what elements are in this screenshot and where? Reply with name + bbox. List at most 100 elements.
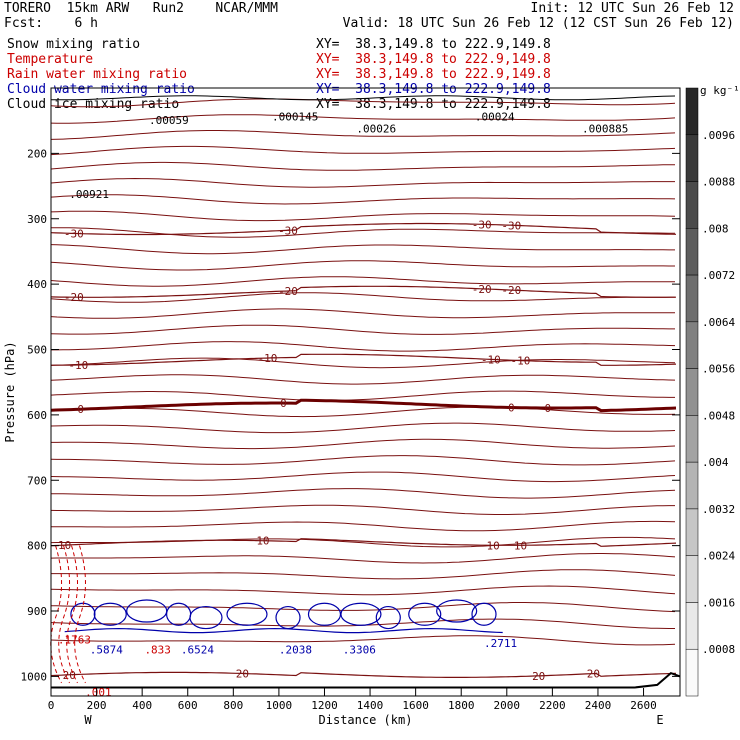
- temperature-contour-label: 10: [514, 539, 527, 552]
- field-xy-cloud-water: XY= 38.3,149.8 to 222.9,149.8: [316, 82, 551, 97]
- colorbar-segment: [685, 555, 699, 603]
- extremum-label: .001: [85, 686, 112, 699]
- isotherm-line: [50, 585, 676, 596]
- y-tick-label: 200: [27, 147, 47, 160]
- isotherm-line: [50, 504, 675, 515]
- isotherm-line: [50, 210, 676, 222]
- forecast-hour: Fcst: 6 h: [4, 16, 98, 31]
- isotherm-line: [50, 602, 676, 613]
- temperature-contour-label: -20: [278, 285, 298, 298]
- isotherm-line: [50, 177, 675, 188]
- cloud-ice-contour: [50, 95, 676, 101]
- extremum-label: .3306: [343, 644, 376, 657]
- west-endpoint-label: W: [84, 713, 92, 727]
- temperature-contour-label: -20: [501, 284, 521, 297]
- init-time: Init: 12 UTC Sun 26 Feb 12: [530, 1, 735, 16]
- temperature-contour: [50, 353, 677, 366]
- temperature-contour-label: -20: [64, 291, 84, 304]
- isotherm-line: [50, 455, 676, 466]
- colorbar-label: .0072: [702, 269, 735, 282]
- colorbar-label: .0008: [702, 643, 735, 656]
- temperature-contour-label: 20: [236, 667, 249, 680]
- isotherm-line: [50, 114, 676, 124]
- y-tick-label: 700: [27, 474, 47, 487]
- isotherm-line: [50, 260, 675, 271]
- colorbar-segment: [685, 274, 699, 323]
- temperature-contour-label: -10: [258, 352, 278, 365]
- temperature-contour: [50, 538, 677, 547]
- field-xy-snow: XY= 38.3,149.8 to 222.9,149.8: [316, 37, 551, 52]
- extremum-label: .2711: [484, 637, 517, 650]
- cloud-water-contour: [93, 602, 127, 626]
- temperature-contour: [50, 671, 677, 678]
- plot-frame: [50, 87, 681, 697]
- isotherm-line: [50, 324, 675, 335]
- isotherm-line: [51, 438, 676, 450]
- temperature-contour-label: 10: [256, 535, 269, 548]
- isotherm-line: [50, 161, 675, 171]
- colorbar-segment: [685, 321, 699, 369]
- cloud-water-contour: [436, 599, 478, 623]
- temperature-contour-label: 20: [587, 668, 600, 681]
- rain-water-contour: [66, 545, 78, 684]
- y-axis-label: Pressure (hPa): [3, 341, 17, 442]
- colorbar-label: .008: [702, 222, 729, 235]
- colorbar-label: .0064: [702, 316, 735, 329]
- extremum-label: .00059: [149, 114, 189, 127]
- extremum-label: .833: [144, 644, 171, 657]
- isotherm-line: [51, 341, 676, 352]
- rain-water-contour: [74, 545, 86, 684]
- rain-water-contour: [58, 545, 70, 684]
- x-tick-label: 2000: [494, 699, 521, 712]
- field-xy-rain: XY= 38.3,149.8 to 222.9,149.8: [316, 67, 551, 82]
- isotherm-line: [50, 130, 676, 140]
- y-tick-label: 500: [27, 344, 47, 357]
- x-tick-label: 400: [132, 699, 152, 712]
- isotherm-line: [50, 292, 675, 303]
- colorbar-label: .0024: [702, 550, 735, 563]
- x-tick-label: 200: [87, 699, 107, 712]
- colorbar-label: .0032: [702, 503, 735, 516]
- colorbar-segment: [685, 228, 699, 276]
- cloud-water-base-contour: [64, 627, 503, 634]
- temperature-contour: [50, 398, 677, 413]
- isotherm-line: [50, 374, 676, 385]
- cloud-water-contour: [126, 599, 168, 623]
- isotherm-line: [51, 569, 676, 580]
- temperature-contour-label: -30: [501, 219, 521, 232]
- temperature-contour-label: 20: [63, 669, 76, 682]
- field-xy-temperature: XY= 38.3,149.8 to 222.9,149.8: [316, 52, 551, 67]
- colorbar-label: .0056: [702, 363, 735, 376]
- colorbar-segment: [685, 181, 699, 229]
- terrain-line: [51, 671, 681, 689]
- field-name-cloud-water: Cloud water mixing ratio: [7, 82, 195, 97]
- isotherm-line: [50, 618, 675, 629]
- east-endpoint-label: E: [656, 713, 663, 727]
- colorbar-label: .0088: [702, 176, 735, 189]
- x-tick-label: 800: [223, 699, 243, 712]
- temperature-contour-label: -20: [472, 283, 492, 296]
- colorbar-label: .0048: [702, 409, 735, 422]
- isotherm-line: [50, 194, 676, 205]
- x-tick-label: 1800: [448, 699, 475, 712]
- field-name-temperature: Temperature: [7, 52, 94, 67]
- x-axis-label: Distance (km): [319, 713, 413, 727]
- colorbar-segment: [685, 134, 699, 182]
- field-name-snow: Snow mixing ratio: [7, 37, 141, 52]
- cloud-water-contour: [189, 605, 223, 630]
- colorbar-segment: [685, 508, 699, 556]
- temperature-contour-label: -30: [278, 224, 298, 237]
- x-tick-label: 0: [48, 699, 55, 712]
- y-tick-label: 800: [27, 540, 47, 553]
- temperature-contour-label: 0: [508, 402, 515, 415]
- isotherm-line: [51, 227, 676, 238]
- colorbar-segment: [685, 368, 699, 416]
- cloud-water-contour: [275, 605, 301, 630]
- colorbar-label: .0096: [702, 129, 735, 142]
- y-tick-label: 300: [27, 213, 47, 226]
- cloud-water-contour: [226, 602, 268, 626]
- extremum-label: .00026: [356, 122, 396, 135]
- y-tick-label: 1000: [21, 670, 48, 683]
- extremum-label: .2038: [279, 644, 312, 657]
- isotherm-line: [50, 471, 676, 483]
